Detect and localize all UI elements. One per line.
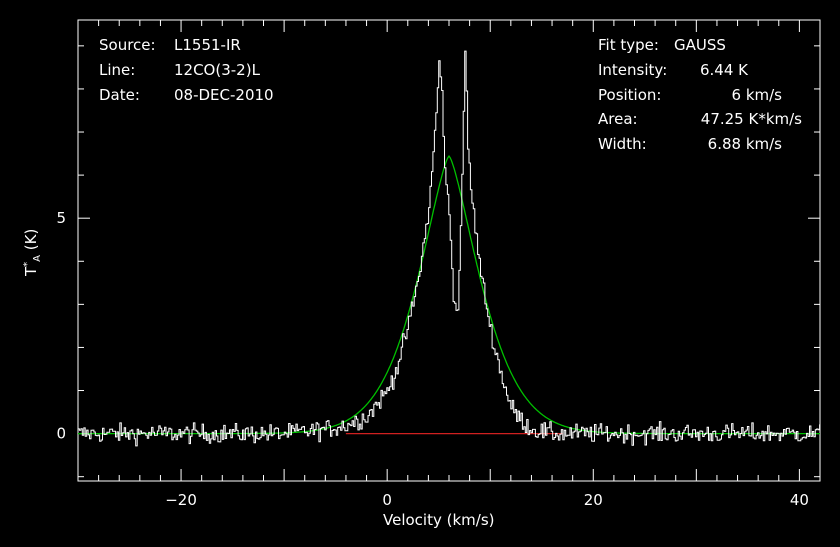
position-value: 6 km/s [731, 86, 782, 104]
intensity-label: Intensity: [598, 61, 668, 79]
line-value: 12CO(3-2)L [174, 61, 260, 79]
width-label: Width: [598, 135, 647, 153]
area-label: Area: [598, 110, 638, 128]
x-tick-label: 0 [382, 491, 392, 509]
area-value: 47.25 K*km/s [700, 110, 802, 128]
intensity-value: 6.44 K [699, 61, 748, 79]
axis-ticks [77, 20, 821, 481]
tick-labels: −20 0 20 40 0 5 [56, 209, 808, 509]
date-label: Date: [99, 86, 140, 104]
fit-type-value: GAUSS [674, 36, 726, 54]
fit-type-label: Fit type: [598, 36, 659, 54]
x-tick-label: −20 [165, 491, 197, 509]
source-value: L1551-IR [174, 36, 241, 54]
date-value: 08-DEC-2010 [174, 86, 274, 104]
y-tick-label: 0 [56, 425, 66, 443]
line-label: Line: [99, 61, 136, 79]
width-value: 6.88 km/s [707, 135, 782, 153]
position-label: Position: [598, 86, 662, 104]
x-tick-label: 40 [790, 491, 809, 509]
y-axis-label: T*A (K) [22, 228, 43, 276]
spectrum-line [78, 50, 821, 447]
y-tick-label: 5 [56, 209, 66, 227]
source-label: Source: [99, 36, 156, 54]
x-tick-label: 20 [584, 491, 603, 509]
x-axis-label: Velocity (km/s) [383, 511, 495, 529]
